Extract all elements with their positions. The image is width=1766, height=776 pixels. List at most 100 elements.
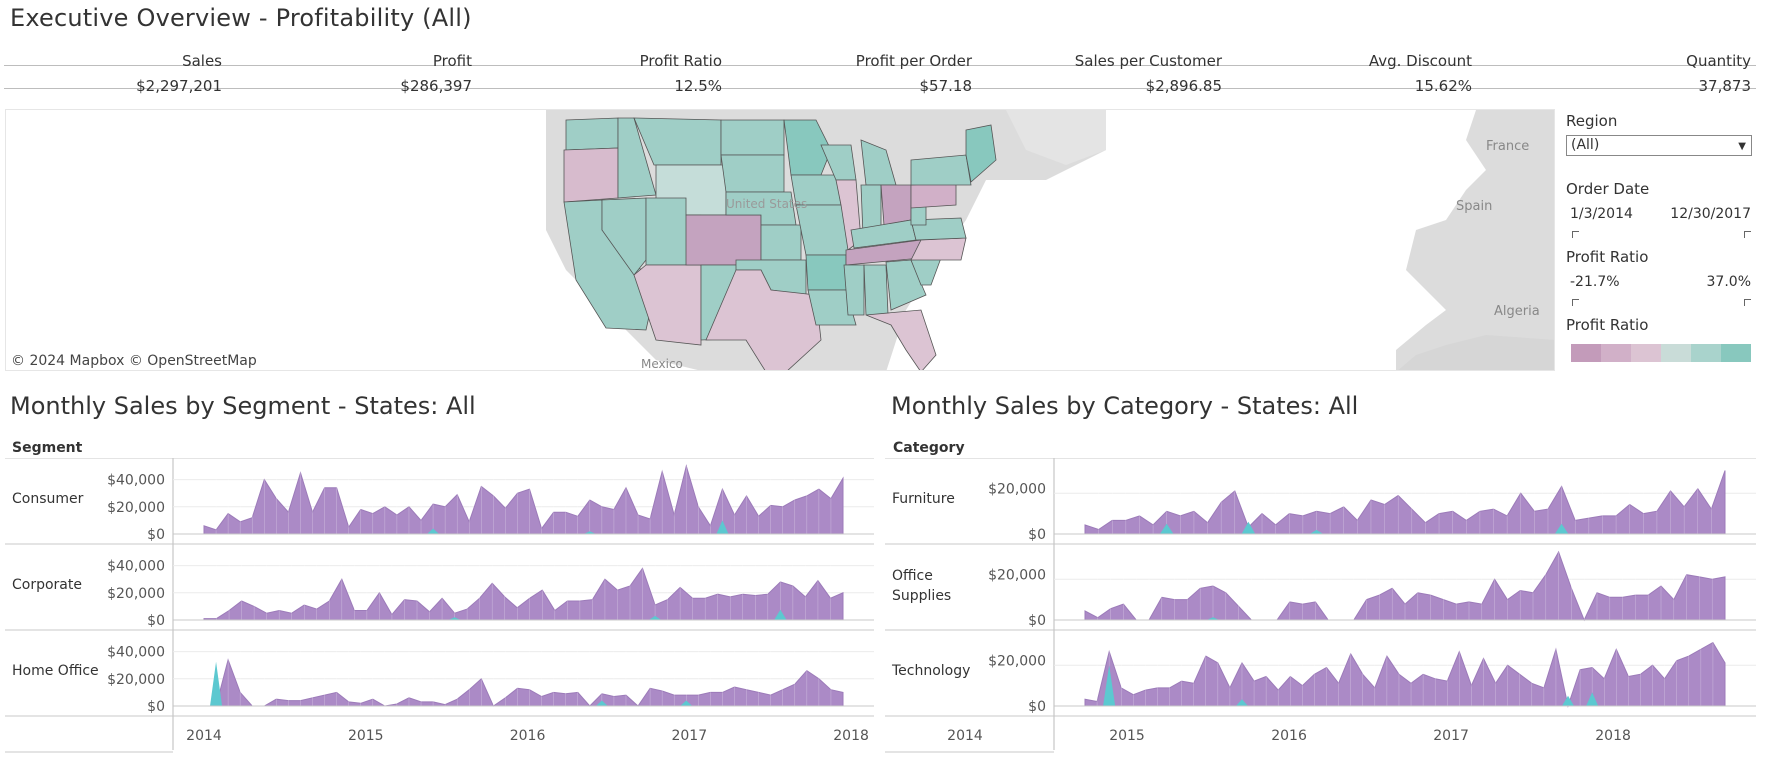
state-pennsylvania <box>910 181 957 209</box>
kpi-value: $286,397 <box>400 77 472 95</box>
sales-area <box>203 464 844 535</box>
row-label: Technology <box>891 663 970 679</box>
loss-area <box>1159 523 1174 534</box>
kpi-divider <box>4 88 1756 89</box>
y-tick-label: $40,000 <box>107 559 165 575</box>
loss-area <box>1309 529 1324 534</box>
profit-ratio-map[interactable]: United States Mexico France Spain Algeri… <box>5 109 1555 371</box>
loss-area <box>774 609 787 620</box>
x-tick-label: 2014 <box>186 728 222 744</box>
y-tick-label: $40,000 <box>107 645 165 661</box>
category-chart-title: Monthly Sales by Category - States: All <box>891 392 1359 420</box>
state-new-york <box>910 154 972 186</box>
state-south-dakota <box>720 154 785 193</box>
map-label-usa: United States <box>726 197 807 211</box>
map-label-algeria: Algeria <box>1494 304 1540 319</box>
dashboard-title: Executive Overview - Profitability (All) <box>10 4 472 32</box>
state-florida <box>865 309 937 370</box>
kpi-label: Avg. Discount <box>1368 52 1472 70</box>
row-label: Office <box>892 568 933 584</box>
y-tick-label: $0 <box>1028 613 1046 629</box>
order-date-filter-title: Order Date <box>1566 180 1650 198</box>
x-tick-label: 2014 <box>947 728 983 744</box>
y-tick-label: $20,000 <box>107 500 165 516</box>
sales-area <box>1084 550 1726 622</box>
x-tick-label: 2016 <box>1271 728 1307 744</box>
profit-ratio-slider-handle-left[interactable] <box>1572 299 1579 306</box>
sales-area <box>204 658 844 707</box>
row-label: Consumer <box>12 491 84 507</box>
profit-ratio-filter-title: Profit Ratio <box>1566 248 1649 266</box>
loss-area <box>1235 699 1249 706</box>
region-filter-title: Region <box>1566 112 1618 130</box>
state-minnesota <box>783 119 832 176</box>
kpi-label: Sales per Customer <box>1074 52 1222 70</box>
order-date-max[interactable]: 12/30/2017 <box>1670 206 1751 222</box>
row-label: Home Office <box>12 663 99 679</box>
loss-area <box>427 528 440 534</box>
order-date-slider-handle-right[interactable] <box>1744 231 1751 238</box>
loss-area <box>1206 617 1220 620</box>
loss-area <box>648 615 662 620</box>
loss-area <box>1561 695 1575 706</box>
segment-sales-chart[interactable]: Consumer $40,000 $20,000 $0 Corporate $40,000… <box>0 458 880 758</box>
y-tick-label: $0 <box>1028 527 1046 543</box>
y-tick-label: $20,000 <box>107 586 165 602</box>
profit-ratio-legend-title: Profit Ratio <box>1566 316 1649 334</box>
region-dropdown-value: (All) <box>1571 137 1600 153</box>
state-north-dakota <box>720 119 785 156</box>
order-date-min[interactable]: 1/3/2014 <box>1570 206 1633 222</box>
map-label-mexico: Mexico <box>641 357 683 371</box>
category-sales-chart[interactable]: Furniture $20,000 $0 Office Supplies $20,000 $… <box>880 458 1766 758</box>
profit-ratio-slider-handle-right[interactable] <box>1744 299 1751 306</box>
category-column-header: Category <box>893 440 965 456</box>
kpi-value: $2,896.85 <box>1145 77 1222 95</box>
x-tick-label: 2017 <box>1433 728 1469 744</box>
x-tick-label: 2016 <box>510 728 546 744</box>
loss-area <box>448 617 461 620</box>
y-tick-label: $20,000 <box>988 482 1046 498</box>
kpi-value: $2,297,201 <box>136 77 222 95</box>
row-label: Furniture <box>892 491 955 507</box>
y-tick-label: $0 <box>1028 699 1046 715</box>
kpi-value: 12.5% <box>674 77 722 95</box>
profit-ratio-color-legend[interactable] <box>1571 344 1751 362</box>
profit-ratio-min[interactable]: -21.7% <box>1570 274 1620 290</box>
legend-swatch <box>1631 344 1661 362</box>
state-mississippi <box>843 264 865 316</box>
map-attribution[interactable]: © 2024 Mapbox © OpenStreetMap <box>11 353 257 369</box>
state-kansas <box>760 224 802 261</box>
state-louisiana <box>807 289 857 326</box>
sales-area <box>203 567 844 621</box>
state-colorado <box>685 214 762 266</box>
y-tick-label: $20,000 <box>988 654 1046 670</box>
kpi-label: Profit <box>432 52 472 70</box>
loss-area <box>1241 521 1256 534</box>
state-nevada <box>601 197 647 276</box>
kpi-divider <box>4 65 1756 66</box>
kpi-label: Profit Ratio <box>639 52 722 70</box>
state-ohio <box>880 184 912 226</box>
y-tick-label: $0 <box>147 613 165 629</box>
map-label-france: France <box>1486 139 1529 154</box>
legend-swatch <box>1571 344 1601 362</box>
profit-ratio-max[interactable]: 37.0% <box>1706 274 1751 290</box>
kpi-value: 37,873 <box>1698 77 1752 95</box>
state-arkansas <box>805 254 847 291</box>
legend-swatch <box>1691 344 1721 362</box>
order-date-slider-handle-left[interactable] <box>1572 231 1579 238</box>
loss-area <box>716 520 729 534</box>
loss-area <box>1103 665 1116 706</box>
kpi-value: 15.62% <box>1414 77 1472 95</box>
loss-area <box>595 700 608 706</box>
state-alabama <box>863 264 889 316</box>
kpi-value: $57.18 <box>919 77 973 95</box>
segment-column-header: Segment <box>12 440 83 456</box>
kpi-label: Sales <box>182 52 222 70</box>
state-texas <box>705 269 822 370</box>
map-canvas[interactable]: United States Mexico France Spain Algeri… <box>6 110 1555 371</box>
africa-land <box>1398 335 1554 370</box>
legend-swatch <box>1661 344 1691 362</box>
x-tick-label: 2015 <box>348 728 384 744</box>
region-dropdown[interactable]: (All) ▼ <box>1566 135 1752 156</box>
